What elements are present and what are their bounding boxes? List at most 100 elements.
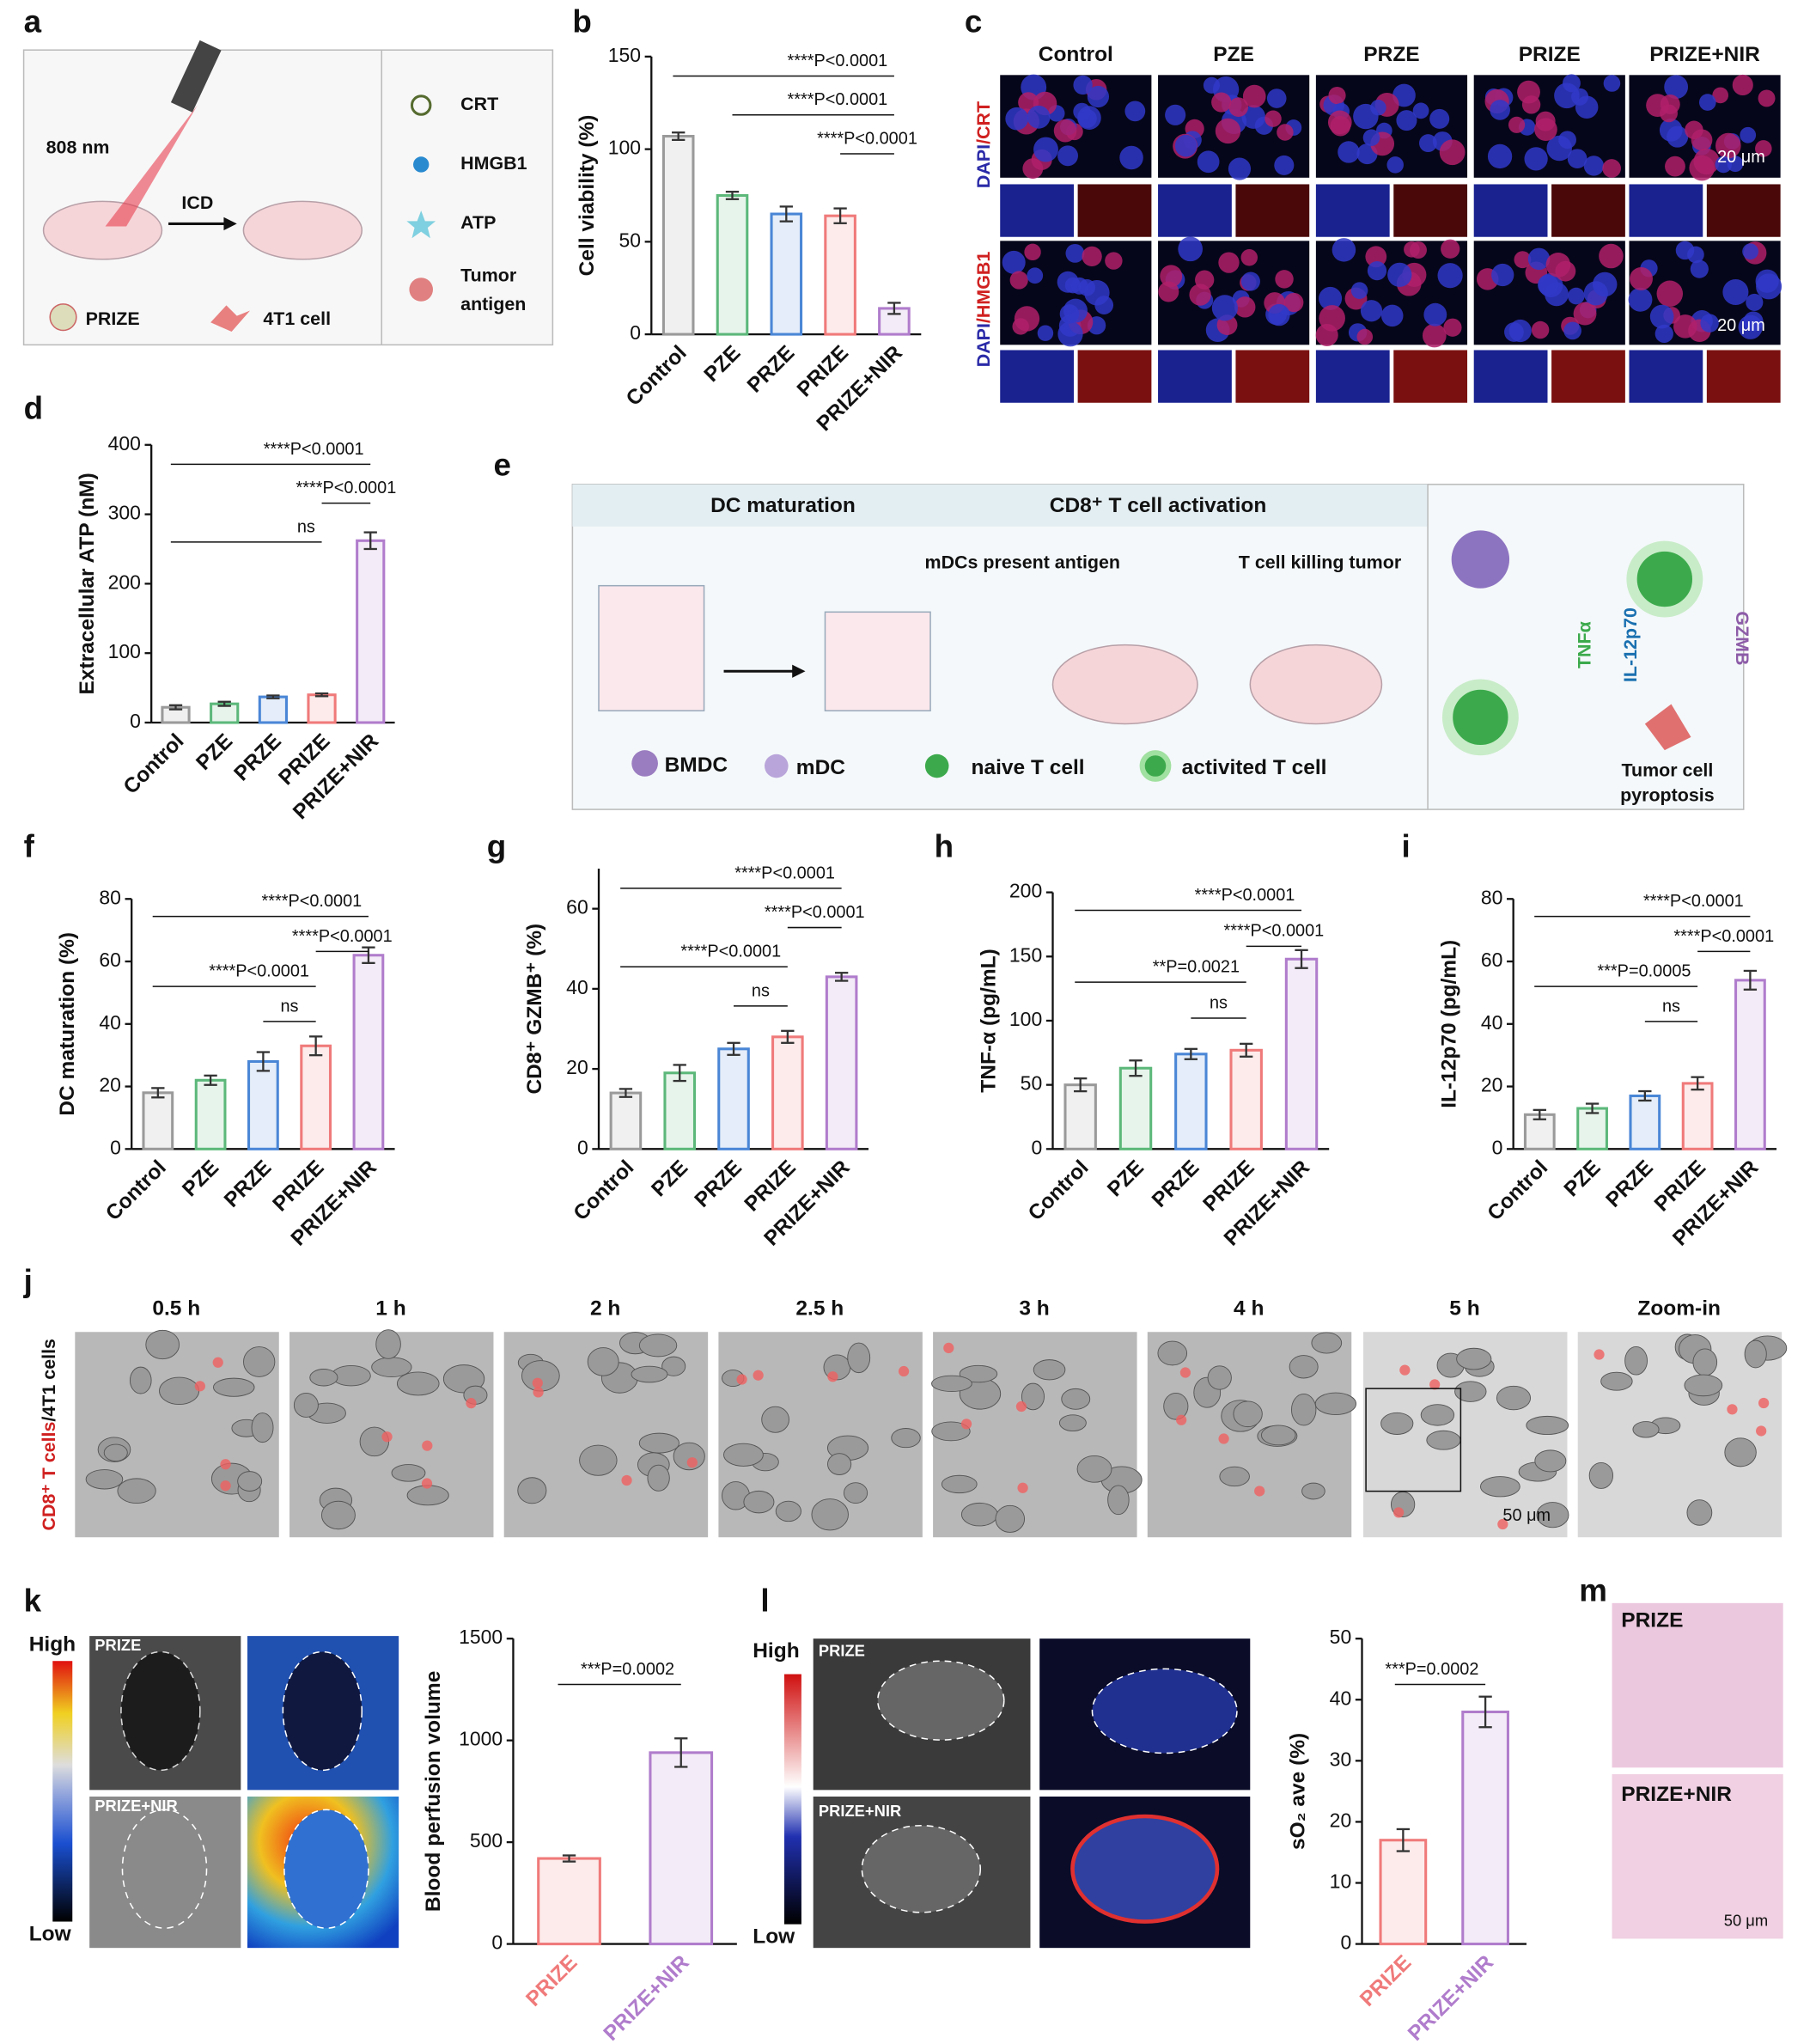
significance-label: ns xyxy=(1662,997,1680,1016)
cell xyxy=(1165,104,1186,125)
cell xyxy=(1490,100,1510,120)
cell xyxy=(1514,251,1532,269)
y-tick-label: 30 xyxy=(1330,1748,1352,1770)
y-tick-label: 0 xyxy=(1340,1931,1351,1954)
cell xyxy=(1107,1485,1130,1516)
cell xyxy=(1437,263,1463,289)
significance-label: ns xyxy=(281,997,299,1016)
cell xyxy=(1740,126,1757,143)
bar xyxy=(649,1751,714,1946)
image xyxy=(1158,350,1232,403)
cell xyxy=(1583,156,1605,176)
cell xyxy=(1665,156,1685,177)
cell xyxy=(1362,129,1380,147)
image xyxy=(1612,1602,1783,1768)
laser-label: 808 nm xyxy=(46,137,110,158)
cell xyxy=(1197,150,1220,174)
cell xyxy=(1567,287,1585,305)
arrowhead xyxy=(792,664,806,678)
cell xyxy=(1656,280,1684,308)
cell xyxy=(85,1469,124,1490)
image xyxy=(1315,184,1390,237)
bar xyxy=(1681,1082,1714,1150)
cell xyxy=(638,1432,679,1454)
legend-label: 4T1 cell xyxy=(263,308,331,329)
bar xyxy=(771,1035,804,1150)
bar xyxy=(307,693,337,724)
cell xyxy=(103,1443,128,1462)
zoom-box xyxy=(1365,1388,1462,1492)
y-tick-label: 150 xyxy=(1009,943,1042,966)
row-label-part: /CRT xyxy=(973,101,994,144)
bar xyxy=(1734,979,1766,1150)
cell xyxy=(1311,1332,1343,1354)
cell xyxy=(1722,278,1749,306)
cell xyxy=(220,1480,231,1492)
roi xyxy=(877,1660,1005,1741)
panel-label: e xyxy=(493,448,510,483)
significance-label: ****P<0.0001 xyxy=(1673,927,1774,946)
y-tick-label: 0 xyxy=(577,1136,588,1158)
icon xyxy=(924,754,949,778)
cell xyxy=(661,1356,686,1376)
cell xyxy=(1429,1379,1441,1390)
cell xyxy=(941,1474,978,1494)
x-tick-label: PRZE xyxy=(220,1156,276,1211)
cell xyxy=(1160,265,1183,288)
bar xyxy=(825,975,858,1150)
roi xyxy=(282,1650,363,1772)
image xyxy=(1629,350,1703,403)
cell xyxy=(1632,1421,1660,1438)
cell xyxy=(1758,89,1776,107)
cell xyxy=(359,1426,390,1457)
time-label: 4 h xyxy=(1234,1297,1264,1321)
legend-label: mDC xyxy=(796,756,845,779)
cell xyxy=(129,1366,152,1394)
x-tick-label: Control xyxy=(1024,1156,1094,1225)
cell xyxy=(309,1369,338,1387)
cell xyxy=(1353,103,1379,130)
legend-label: activited T cell xyxy=(1182,756,1327,779)
cell xyxy=(1274,155,1295,175)
group-label: PRIZE xyxy=(1621,1609,1683,1632)
x-tick-label: PZE xyxy=(1560,1156,1606,1201)
bar xyxy=(716,193,749,336)
bar xyxy=(717,1047,750,1150)
cell xyxy=(1599,243,1624,269)
significance-label: ****P<0.0001 xyxy=(680,943,781,961)
cell xyxy=(1053,119,1077,143)
cell xyxy=(931,1375,972,1393)
panel-label: m xyxy=(1579,1572,1607,1608)
scale-low: Low xyxy=(753,1925,795,1948)
row-label: DAPI/CRT xyxy=(973,101,994,188)
y-tick-label: 100 xyxy=(1009,1008,1042,1030)
scale-bar-label: 20 μm xyxy=(1717,316,1765,335)
cell xyxy=(587,1347,619,1376)
image xyxy=(1315,350,1390,403)
cell xyxy=(1211,92,1232,113)
cell xyxy=(1319,305,1345,332)
cell xyxy=(1664,75,1689,100)
icon xyxy=(49,303,77,332)
cell xyxy=(243,1346,276,1377)
cell xyxy=(723,1443,764,1467)
cell xyxy=(1555,260,1576,282)
side-label: CD8⁺ T cells/4T1 cells xyxy=(39,1339,59,1530)
y-tick-label: 150 xyxy=(608,44,641,66)
cell xyxy=(743,1490,775,1514)
cell xyxy=(1301,1482,1325,1500)
column-header: PRIZE xyxy=(1519,43,1581,66)
cell xyxy=(847,1342,871,1374)
cell xyxy=(1592,272,1618,297)
legend-label: BMDC xyxy=(665,754,728,777)
significance-label: ****P<0.0001 xyxy=(296,479,396,497)
cell xyxy=(1015,1400,1027,1412)
cell xyxy=(1567,149,1587,169)
image xyxy=(1612,1773,1783,1939)
cell xyxy=(1073,75,1093,95)
cell xyxy=(237,1471,263,1492)
icon xyxy=(409,278,433,302)
panel-label: a xyxy=(24,3,42,39)
cell xyxy=(1443,318,1462,337)
roi xyxy=(861,1824,982,1913)
